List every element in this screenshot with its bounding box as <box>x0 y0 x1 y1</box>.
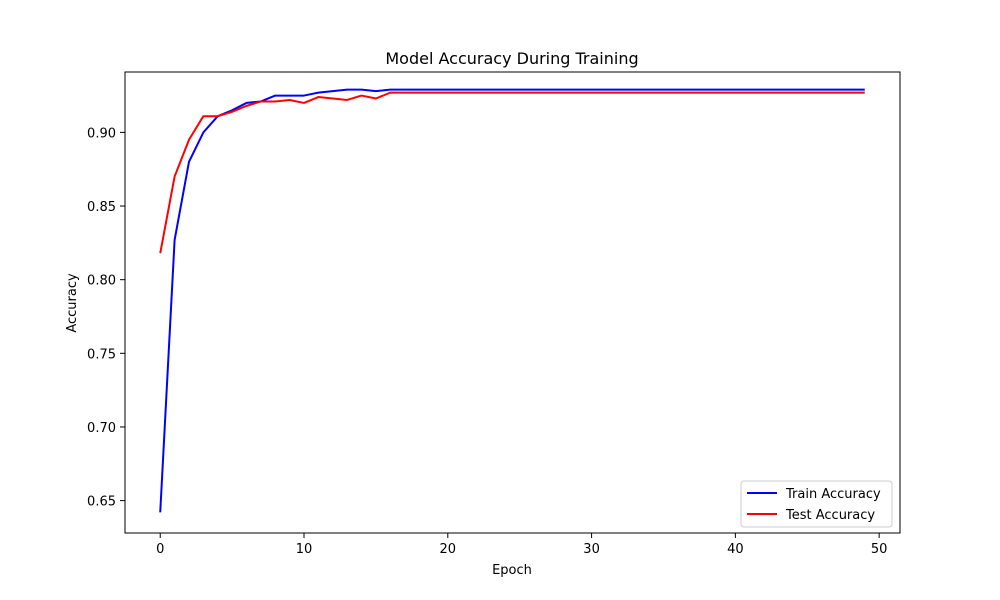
x-tick-label: 40 <box>727 542 744 557</box>
y-tick-label: 0.75 <box>87 347 116 362</box>
legend-label-train-accuracy: Train Accuracy <box>785 487 881 502</box>
legend-label-test-accuracy: Test Accuracy <box>785 508 875 523</box>
y-tick-label: 0.85 <box>87 200 116 215</box>
x-tick-label: 30 <box>583 542 600 557</box>
y-axis-ticks: 0.65 0.70 0.75 0.80 0.85 0.90 <box>87 126 125 510</box>
x-axis-ticks: 0 10 20 30 40 50 <box>156 533 887 557</box>
y-tick-label: 0.90 <box>87 126 116 141</box>
x-axis-label: Epoch <box>492 563 532 578</box>
legend: Train Accuracy Test Accuracy <box>740 480 893 528</box>
plot-frame <box>124 71 901 534</box>
x-tick-label: 10 <box>296 542 313 557</box>
y-tick-label: 0.70 <box>87 421 116 436</box>
chart-title: Model Accuracy During Training <box>385 49 638 68</box>
x-tick-label: 0 <box>156 542 164 557</box>
series-line-test-accuracy <box>159 91 865 254</box>
y-tick-label: 0.80 <box>87 274 116 289</box>
plot-lines <box>159 88 865 513</box>
legend-box <box>740 480 893 528</box>
x-tick-label: 20 <box>440 542 457 557</box>
y-tick-label: 0.65 <box>87 495 116 510</box>
x-tick-label: 50 <box>871 542 888 557</box>
series-line-train-accuracy <box>159 88 865 513</box>
y-axis-label: Accuracy <box>65 273 80 333</box>
